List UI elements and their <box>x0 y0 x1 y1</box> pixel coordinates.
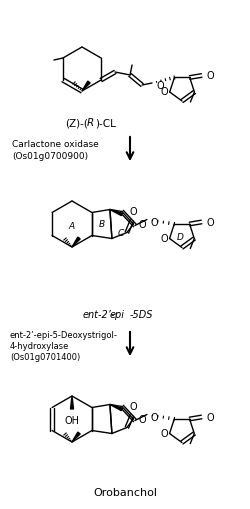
Text: O: O <box>161 233 168 243</box>
Text: O: O <box>206 412 214 422</box>
Text: 4-hydroxylase: 4-hydroxylase <box>10 342 70 351</box>
Text: O: O <box>138 219 146 230</box>
Text: Orobanchol: Orobanchol <box>93 487 157 497</box>
Text: ent-2’-epi-5-Deoxystrigol-: ent-2’-epi-5-Deoxystrigol- <box>10 331 118 340</box>
Text: O: O <box>129 207 137 217</box>
Text: R: R <box>86 118 94 128</box>
Text: )-CL: )-CL <box>95 118 116 128</box>
Polygon shape <box>82 82 90 92</box>
Text: O: O <box>207 71 214 81</box>
Text: -5DS: -5DS <box>130 309 154 319</box>
Text: O: O <box>151 413 158 422</box>
Text: D: D <box>176 233 183 242</box>
Text: O: O <box>156 81 164 91</box>
Text: Carlactone oxidase: Carlactone oxidase <box>12 140 99 149</box>
Text: (Z)-(: (Z)-( <box>65 118 88 128</box>
Polygon shape <box>110 405 122 411</box>
Text: (Os01g0700900): (Os01g0700900) <box>12 152 88 161</box>
Polygon shape <box>70 396 74 409</box>
Polygon shape <box>72 432 80 442</box>
Text: O: O <box>161 428 168 438</box>
Text: O: O <box>151 218 158 228</box>
Text: O: O <box>206 217 214 228</box>
Text: O: O <box>161 87 168 97</box>
Text: epi: epi <box>110 309 124 319</box>
Polygon shape <box>110 210 122 216</box>
Text: ent-2’-: ent-2’- <box>82 309 115 319</box>
Text: OH: OH <box>64 415 80 425</box>
Text: O: O <box>129 402 137 412</box>
Text: B: B <box>98 220 104 229</box>
Polygon shape <box>72 238 80 247</box>
Text: A: A <box>69 222 75 231</box>
Text: (Os01g0701400): (Os01g0701400) <box>10 353 80 362</box>
Text: C: C <box>117 229 124 238</box>
Text: O: O <box>138 414 146 424</box>
